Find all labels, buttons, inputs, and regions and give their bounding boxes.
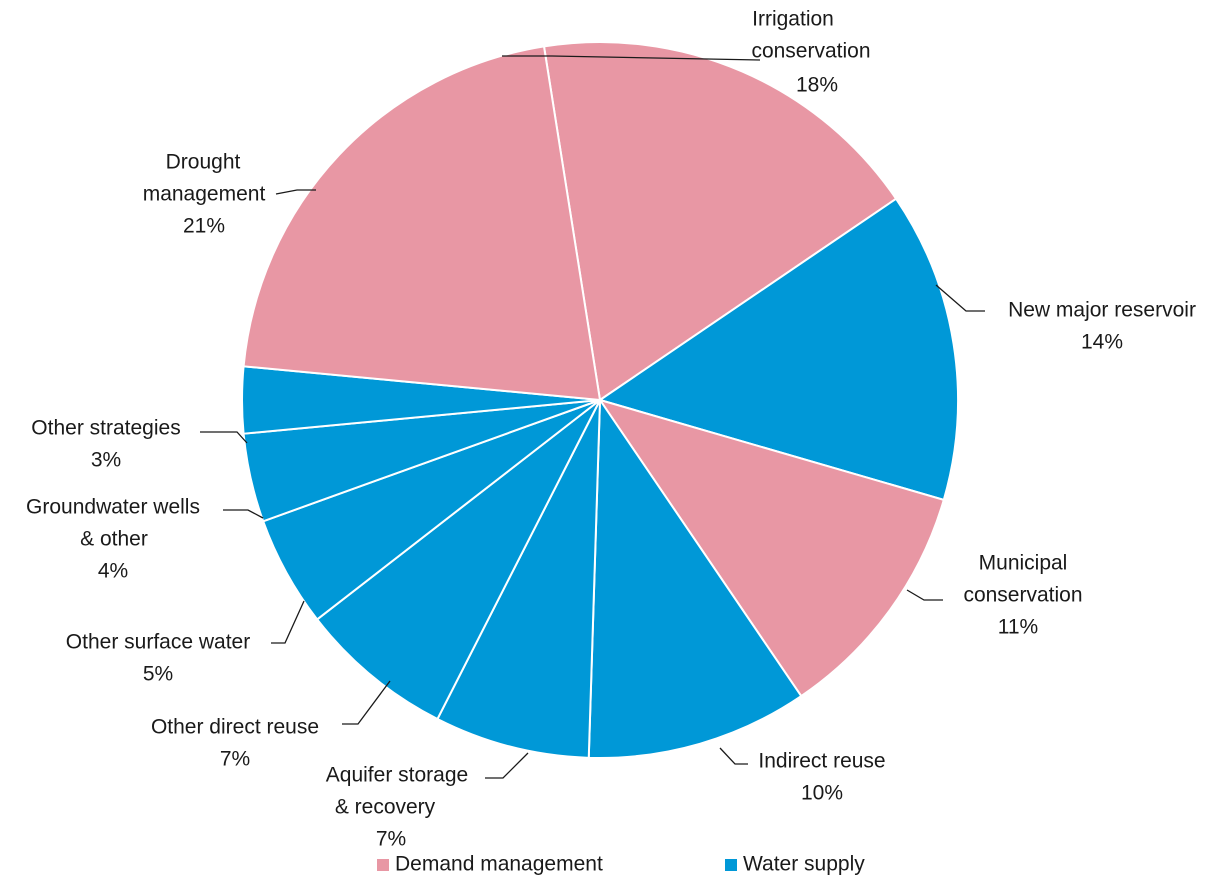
slice-category-label: Municipal bbox=[979, 552, 1068, 575]
slice-category-label: conservation bbox=[963, 584, 1082, 607]
leader-line bbox=[719, 747, 748, 765]
slice-category-label: & recovery bbox=[335, 796, 436, 819]
slice-category-label: Drought bbox=[166, 151, 241, 174]
legend-swatch bbox=[725, 859, 737, 871]
legend-label: Demand management bbox=[395, 853, 603, 876]
slice-percent-label: 11% bbox=[998, 616, 1038, 639]
leader-line bbox=[485, 752, 529, 779]
slice-percent-label: 14% bbox=[1081, 331, 1123, 354]
slice-category-label: Other direct reuse bbox=[151, 716, 319, 739]
slice-category-label: Other surface water bbox=[66, 631, 250, 654]
slice-percent-label: 4% bbox=[98, 560, 128, 583]
slice-category-label: Aquifer storage bbox=[326, 764, 468, 787]
legend-label: Water supply bbox=[743, 853, 865, 876]
pie-slice bbox=[597, 398, 946, 698]
leader-line bbox=[200, 431, 248, 444]
leader-line bbox=[271, 600, 305, 644]
leader-line bbox=[275, 189, 316, 195]
slice-category-label: Groundwater wells bbox=[26, 496, 200, 519]
pie-slice bbox=[242, 45, 602, 402]
slice-category-label: Irrigation bbox=[752, 8, 834, 31]
leader-line bbox=[906, 589, 943, 601]
pie-slice bbox=[597, 197, 959, 502]
slice-category-label: & other bbox=[80, 528, 148, 551]
slice-percent-label: 7% bbox=[376, 828, 406, 851]
leader-line bbox=[342, 680, 391, 725]
pie-slice bbox=[542, 41, 898, 402]
pie-slice bbox=[587, 396, 803, 759]
slice-category-label: conservation bbox=[751, 40, 870, 63]
slice-category-label: New major reservoir bbox=[1008, 299, 1196, 322]
legend-swatch bbox=[377, 859, 389, 871]
leader-line bbox=[935, 284, 985, 312]
slice-percent-label: 3% bbox=[91, 449, 121, 472]
slice-labels: Irrigation conservation 18% New major reser… bbox=[26, 8, 1196, 851]
slice-percent-label: 21% bbox=[183, 215, 225, 238]
pie-slice bbox=[315, 399, 601, 721]
leader-line bbox=[502, 55, 761, 61]
pie-slices bbox=[241, 41, 959, 759]
pie-slice bbox=[436, 399, 601, 759]
leader-line bbox=[223, 509, 264, 519]
slice-percent-label: 5% bbox=[143, 663, 173, 686]
slice-percent-label: 18% bbox=[796, 74, 838, 97]
slice-percent-label: 7% bbox=[220, 748, 250, 771]
slice-category-label: management bbox=[143, 183, 266, 206]
slice-percent-label: 10% bbox=[801, 782, 843, 805]
leader-lines bbox=[200, 55, 985, 779]
legend: Demand management Water supply bbox=[377, 853, 865, 876]
slice-category-label: Other strategies bbox=[31, 417, 180, 440]
slice-category-label: Indirect reuse bbox=[758, 750, 885, 773]
